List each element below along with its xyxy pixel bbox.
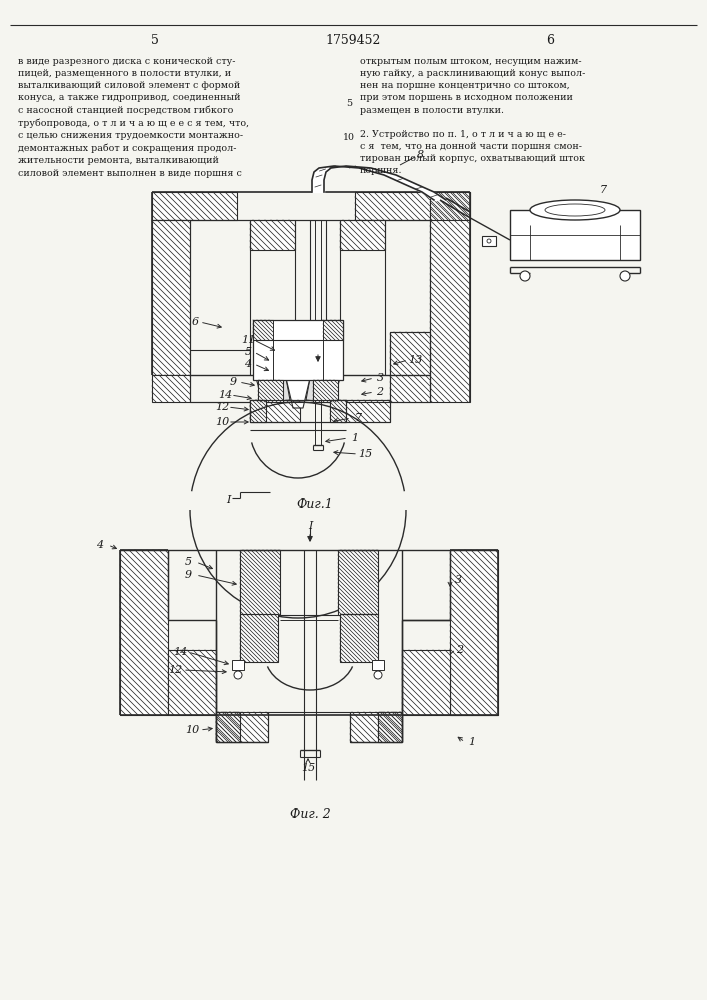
Text: I: I [308, 521, 312, 531]
Text: 7: 7 [354, 413, 361, 423]
Bar [430, 192, 470, 402]
Bar [330, 400, 346, 422]
Text: 15: 15 [301, 763, 315, 773]
Text: 11: 11 [241, 335, 255, 345]
Text: 10: 10 [185, 725, 199, 735]
Bar [340, 220, 385, 250]
Bar [313, 380, 338, 402]
Bar [130, 170, 560, 510]
Text: 13: 13 [408, 355, 422, 365]
Polygon shape [286, 378, 310, 408]
Circle shape [374, 671, 382, 679]
Text: 4: 4 [96, 540, 103, 550]
Text: 1: 1 [469, 737, 476, 747]
Text: 8: 8 [416, 150, 423, 160]
Bar [450, 550, 498, 715]
Text: 10: 10 [343, 132, 355, 141]
Text: 7: 7 [600, 185, 607, 195]
Text: 15: 15 [358, 449, 372, 459]
Text: в виде разрезного диска с конической сту-
пицей, размещенного в полости втулки, : в виде разрезного диска с конической сту… [18, 57, 249, 178]
Bar [216, 712, 268, 742]
Text: 5: 5 [346, 99, 352, 107]
Bar [152, 220, 190, 375]
Text: 2: 2 [457, 645, 464, 655]
Bar [240, 550, 280, 615]
Bar [338, 550, 378, 615]
Bar [120, 550, 168, 715]
Bar [152, 192, 237, 220]
Bar [402, 650, 450, 715]
Bar [510, 210, 640, 260]
Circle shape [487, 239, 491, 243]
Bar [378, 712, 402, 742]
Bar [482, 236, 496, 246]
Text: 4: 4 [245, 359, 252, 369]
Bar [350, 712, 402, 742]
Text: 14: 14 [218, 390, 232, 400]
Bar [390, 332, 430, 402]
Bar [355, 192, 470, 220]
Bar [240, 614, 278, 662]
Bar [340, 614, 378, 662]
Bar [258, 380, 283, 402]
Text: открытым полым штоком, несущим нажим-
ную гайку, а расклинивающий конус выпол-
н: открытым полым штоком, несущим нажим- ну… [360, 57, 585, 175]
Text: 10: 10 [215, 417, 229, 427]
Circle shape [520, 271, 530, 281]
Bar [250, 220, 295, 250]
Bar [168, 650, 216, 715]
Ellipse shape [545, 204, 605, 216]
Text: Фиг. 2: Фиг. 2 [290, 808, 330, 822]
Bar [152, 375, 190, 402]
Polygon shape [256, 378, 290, 403]
Bar [250, 400, 300, 422]
Bar [340, 400, 390, 422]
Text: 3: 3 [376, 373, 384, 383]
Text: 14: 14 [173, 647, 187, 657]
Bar [250, 400, 266, 422]
Bar [216, 712, 240, 742]
Bar [253, 320, 273, 340]
Text: 5: 5 [185, 557, 192, 567]
Text: 9: 9 [230, 377, 237, 387]
Bar [253, 320, 343, 380]
Text: 6: 6 [192, 317, 199, 327]
Text: 12: 12 [215, 402, 229, 412]
Text: 5: 5 [151, 33, 159, 46]
Text: 1: 1 [351, 433, 358, 443]
Polygon shape [306, 378, 340, 403]
Text: 1759452: 1759452 [325, 33, 380, 46]
Text: 5: 5 [245, 347, 252, 357]
Text: I: I [226, 495, 230, 505]
Circle shape [234, 671, 242, 679]
Text: 6: 6 [546, 33, 554, 46]
Text: Фиг.1: Фиг.1 [297, 498, 334, 512]
Text: 3: 3 [455, 575, 462, 585]
Bar [372, 660, 384, 670]
Circle shape [620, 271, 630, 281]
Text: 12: 12 [168, 665, 182, 675]
Ellipse shape [530, 200, 620, 220]
Text: 9: 9 [185, 570, 192, 580]
Text: 2: 2 [376, 387, 384, 397]
Bar [232, 660, 244, 670]
Bar [323, 320, 343, 340]
